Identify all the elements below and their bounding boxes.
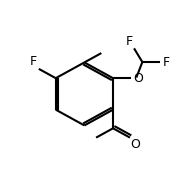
Text: F: F <box>126 35 133 48</box>
Text: F: F <box>163 56 170 69</box>
Text: O: O <box>131 138 141 151</box>
Text: O: O <box>133 72 143 85</box>
Text: F: F <box>29 55 36 68</box>
